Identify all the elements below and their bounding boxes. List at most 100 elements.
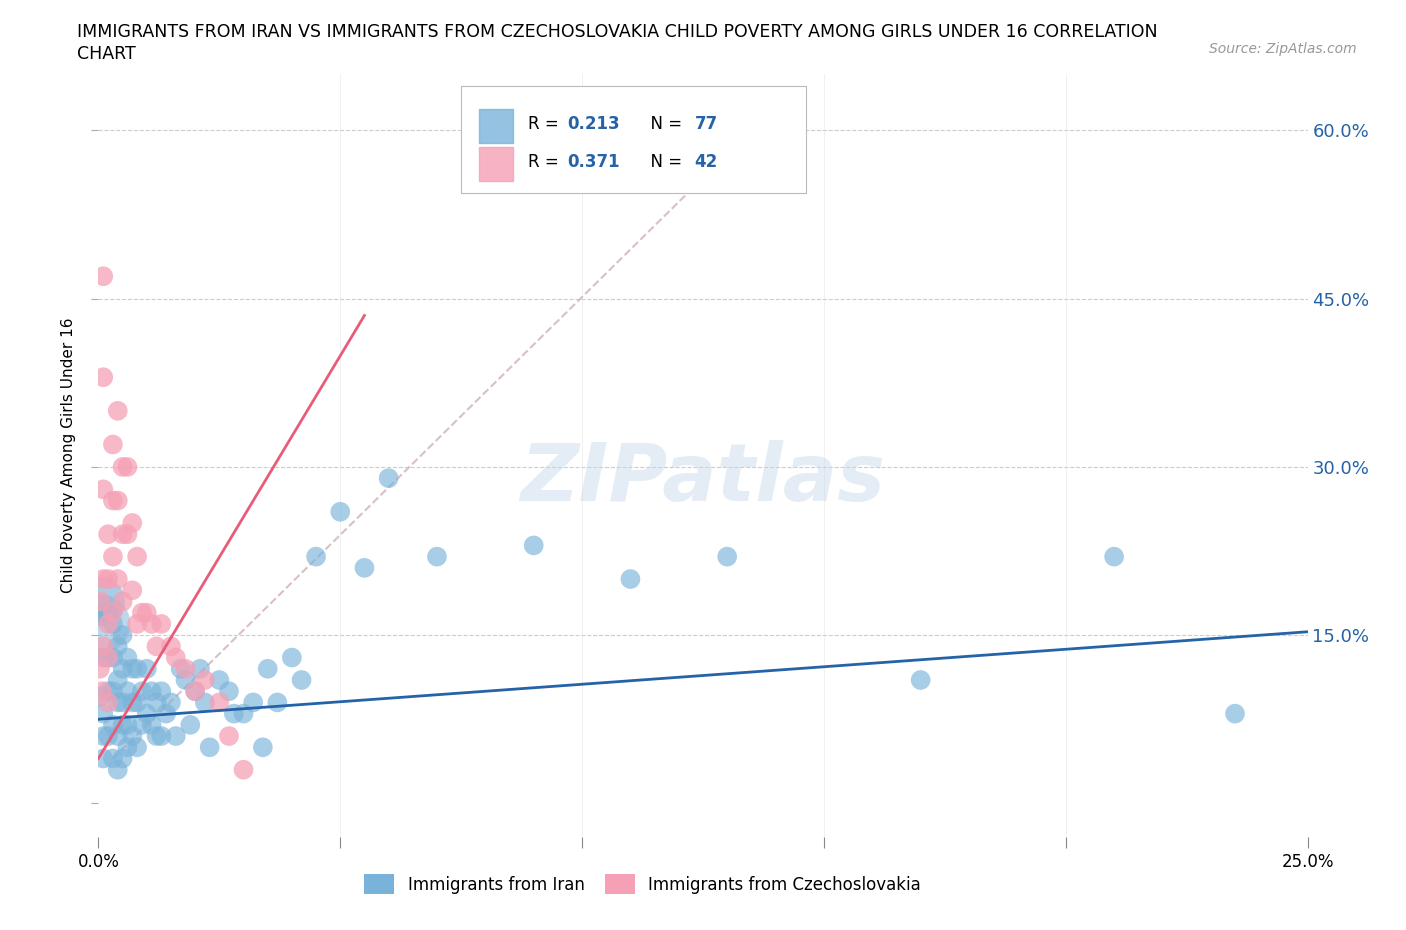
- Point: [90, 617, 112, 631]
- Point: [194, 672, 217, 687]
- Point: [716, 550, 738, 565]
- Text: CHART: CHART: [77, 45, 136, 62]
- Point: [117, 740, 139, 755]
- Point: [426, 550, 449, 565]
- Point: [194, 695, 217, 710]
- Point: [127, 695, 149, 710]
- Point: [121, 661, 143, 676]
- Point: [111, 751, 134, 766]
- Point: [252, 740, 274, 755]
- Point: [101, 684, 124, 698]
- Point: [111, 628, 134, 643]
- Point: [242, 695, 264, 710]
- Point: [90, 594, 112, 609]
- Point: [131, 684, 153, 698]
- Point: [179, 717, 201, 732]
- Point: [127, 661, 149, 676]
- Point: [121, 515, 143, 530]
- Point: [165, 728, 187, 743]
- Point: [377, 471, 399, 485]
- Point: [127, 740, 149, 755]
- Point: [91, 269, 114, 284]
- Point: [91, 728, 114, 743]
- Point: [97, 617, 120, 631]
- Text: R =: R =: [527, 115, 564, 133]
- Point: [101, 617, 124, 631]
- Legend: Immigrants from Iran, Immigrants from Czechoslovakia: Immigrants from Iran, Immigrants from Cz…: [357, 868, 928, 901]
- Point: [145, 728, 167, 743]
- Point: [117, 684, 139, 698]
- Point: [127, 550, 149, 565]
- Point: [111, 526, 134, 541]
- Point: [218, 684, 240, 698]
- Point: [169, 661, 191, 676]
- Point: [90, 594, 112, 609]
- Point: [91, 482, 114, 497]
- Point: [218, 728, 240, 743]
- Point: [107, 763, 129, 777]
- Point: [111, 661, 134, 676]
- Point: [97, 695, 120, 710]
- Point: [101, 650, 124, 665]
- Text: N =: N =: [640, 153, 688, 171]
- Point: [121, 695, 143, 710]
- Point: [111, 594, 134, 609]
- Text: 0.213: 0.213: [568, 115, 620, 133]
- Point: [101, 717, 124, 732]
- Point: [160, 695, 183, 710]
- Point: [91, 572, 114, 587]
- Text: ZIPatlas: ZIPatlas: [520, 440, 886, 518]
- Point: [107, 404, 129, 418]
- Point: [141, 717, 163, 732]
- Point: [111, 459, 134, 474]
- Point: [91, 370, 114, 385]
- Point: [353, 561, 375, 576]
- Point: [256, 661, 278, 676]
- Point: [174, 672, 197, 687]
- Point: [107, 493, 129, 508]
- Point: [198, 740, 221, 755]
- Point: [208, 672, 231, 687]
- Point: [107, 572, 129, 587]
- Point: [97, 605, 120, 620]
- Point: [97, 572, 120, 587]
- Point: [107, 695, 129, 710]
- Point: [111, 695, 134, 710]
- Bar: [479, 109, 513, 143]
- Point: [329, 504, 352, 519]
- Point: [101, 751, 124, 766]
- Point: [155, 706, 177, 721]
- Point: [117, 459, 139, 474]
- Point: [117, 526, 139, 541]
- Point: [1223, 706, 1246, 721]
- Point: [107, 728, 129, 743]
- Point: [305, 550, 328, 565]
- Point: [174, 661, 197, 676]
- Text: R =: R =: [527, 153, 564, 171]
- Point: [145, 695, 167, 710]
- Point: [107, 672, 129, 687]
- Text: Source: ZipAtlas.com: Source: ZipAtlas.com: [1209, 42, 1357, 56]
- Text: 42: 42: [695, 153, 718, 171]
- Point: [97, 526, 120, 541]
- Text: 0.371: 0.371: [568, 153, 620, 171]
- Point: [90, 684, 112, 698]
- Point: [222, 706, 245, 721]
- Point: [101, 493, 124, 508]
- Point: [91, 751, 114, 766]
- Point: [101, 550, 124, 565]
- Point: [135, 706, 157, 721]
- Point: [127, 617, 149, 631]
- Point: [101, 437, 124, 452]
- Point: [131, 605, 153, 620]
- Text: IMMIGRANTS FROM IRAN VS IMMIGRANTS FROM CZECHOSLOVAKIA CHILD POVERTY AMONG GIRLS: IMMIGRANTS FROM IRAN VS IMMIGRANTS FROM …: [77, 23, 1159, 41]
- Point: [91, 650, 114, 665]
- Point: [232, 763, 254, 777]
- Point: [141, 684, 163, 698]
- Point: [266, 695, 288, 710]
- Point: [117, 650, 139, 665]
- Bar: [479, 147, 513, 181]
- Point: [141, 617, 163, 631]
- Point: [232, 706, 254, 721]
- Point: [184, 684, 207, 698]
